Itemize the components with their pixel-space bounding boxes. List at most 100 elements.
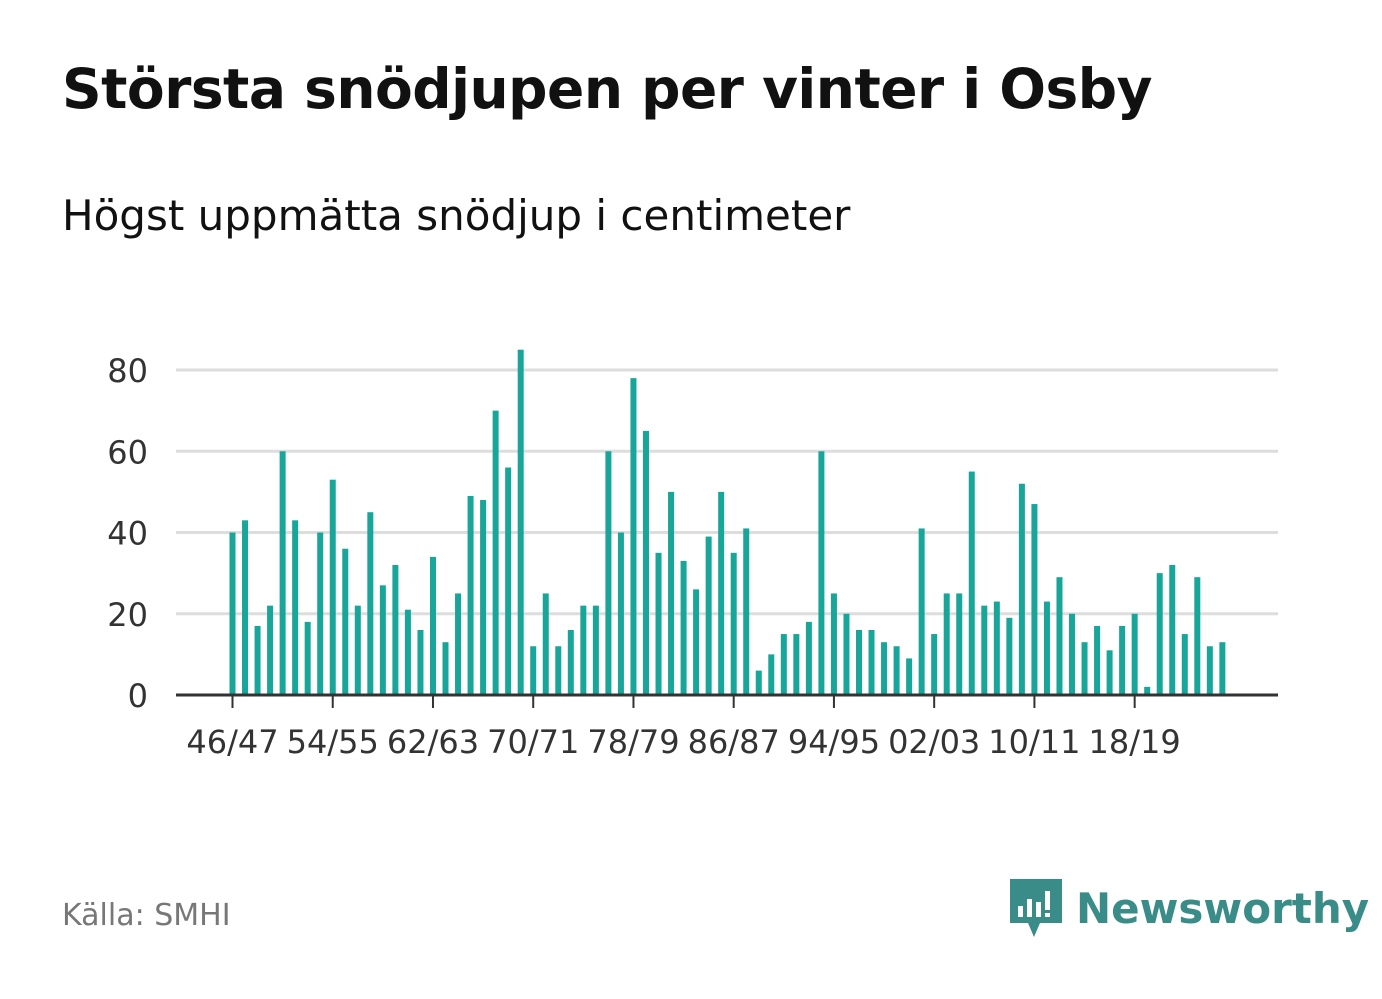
bar-48/49 — [254, 625, 261, 695]
bar-93/94 — [818, 451, 825, 695]
bar-71/72 — [542, 593, 549, 695]
x-tick-label: 94/95 — [788, 723, 880, 761]
bar-49/50 — [267, 605, 274, 696]
bar-21/22 — [1169, 565, 1176, 695]
bar-66/67 — [480, 500, 487, 695]
bar-70/71 — [530, 646, 537, 695]
bar-11/12 — [1043, 601, 1050, 695]
x-tick-label: 54/55 — [287, 723, 379, 761]
bar-51/52 — [292, 520, 299, 695]
bar-18/19 — [1131, 613, 1138, 695]
bar-97/98 — [868, 630, 875, 695]
bar-90/91 — [780, 634, 787, 695]
bar-53/54 — [317, 532, 324, 695]
bar-74/75 — [580, 605, 587, 696]
bar-17/18 — [1119, 625, 1126, 695]
bar-24/25 — [1206, 646, 1213, 695]
x-tick-label: 18/19 — [1089, 723, 1181, 761]
bar-79/80 — [642, 430, 649, 695]
bar-06/07 — [981, 605, 988, 696]
bar-04/05 — [956, 593, 963, 695]
bar-02/03 — [931, 634, 938, 695]
bar-12/13 — [1056, 577, 1063, 695]
bar-55/56 — [342, 548, 349, 695]
bar-62/63 — [429, 556, 436, 696]
chart-title: Största snödjupen per vinter i Osby — [62, 57, 1153, 121]
bar-10/11 — [1031, 504, 1038, 695]
bar-05/06 — [968, 471, 975, 695]
bar-01/02 — [918, 528, 925, 695]
bar-85/86 — [718, 491, 725, 696]
bar-77/78 — [617, 532, 624, 695]
x-tick-label: 10/11 — [988, 723, 1080, 761]
bar-92/93 — [805, 621, 812, 696]
bar-68/69 — [505, 467, 512, 695]
source-note: Källa: SMHI — [62, 898, 231, 933]
bar-73/74 — [567, 630, 574, 695]
bar-72/73 — [555, 646, 562, 695]
bar-07/08 — [993, 601, 1000, 695]
bar-94/95 — [830, 593, 837, 695]
y-tick-label: 80 — [107, 352, 148, 390]
bars — [229, 349, 1226, 696]
bar-14/15 — [1081, 642, 1088, 695]
x-tick-label: 86/87 — [688, 723, 780, 761]
bar-69/70 — [517, 349, 524, 695]
bar-52/53 — [304, 621, 311, 696]
bar-82/83 — [680, 560, 687, 695]
bar-57/58 — [367, 512, 374, 695]
bar-91/92 — [793, 634, 800, 695]
bar-22/23 — [1181, 634, 1188, 695]
bar-67/68 — [492, 410, 499, 696]
x-tick-label: 46/47 — [186, 723, 278, 761]
bar-88/89 — [755, 670, 762, 696]
bar-80/81 — [655, 552, 662, 695]
newsworthy-logo: Newsworthy — [1010, 879, 1369, 939]
y-tick-label: 0 — [128, 677, 148, 715]
y-axis-tick-labels: 0 20 40 60 80 — [107, 352, 148, 715]
bar-23/24 — [1194, 577, 1201, 695]
bar-78/79 — [630, 378, 637, 696]
bar-83/84 — [693, 589, 700, 696]
bar-56/57 — [354, 605, 361, 696]
bar-63/64 — [442, 642, 449, 695]
brand-name: Newsworthy — [1076, 884, 1370, 933]
bar-46/47 — [229, 532, 236, 695]
bar-98/99 — [881, 642, 888, 695]
newsworthy-chart-icon — [1010, 879, 1062, 937]
y-tick-label: 40 — [107, 515, 148, 553]
bar-50/51 — [279, 451, 286, 695]
bar-75/76 — [592, 605, 599, 696]
bar-87/88 — [743, 528, 750, 695]
bar-65/66 — [467, 495, 474, 695]
bar-54/55 — [329, 479, 336, 695]
bar-47/48 — [242, 520, 249, 695]
x-tick-label: 78/79 — [587, 723, 679, 761]
y-tick-label: 20 — [107, 596, 148, 634]
bar-95/96 — [843, 613, 850, 695]
bar-81/82 — [668, 491, 675, 696]
bar-08/09 — [1006, 617, 1013, 695]
bar-64/65 — [455, 593, 462, 695]
bar-15/16 — [1094, 625, 1101, 695]
x-tick-label: 70/71 — [487, 723, 579, 761]
bar-09/10 — [1018, 483, 1025, 695]
y-tick-label: 60 — [107, 433, 148, 471]
x-tick-label: 62/63 — [387, 723, 479, 761]
chart-subtitle: Högst uppmätta snödjup i centimeter — [62, 191, 851, 240]
bar-61/62 — [417, 630, 424, 695]
bar-58/59 — [379, 585, 386, 695]
bar-16/17 — [1106, 650, 1113, 695]
bar-86/87 — [730, 552, 737, 695]
x-tick-label: 02/03 — [888, 723, 980, 761]
bar-60/61 — [404, 609, 411, 695]
bar-76/77 — [605, 451, 612, 695]
bar-89/90 — [768, 654, 775, 696]
gridlines — [176, 368, 1278, 616]
snow-depth-bar-chart: 0 20 40 60 80 46/47 54/55 62/63 70/71 78/79 86/87… — [107, 349, 1278, 761]
bar-20/21 — [1156, 573, 1163, 696]
bar-25/26 — [1219, 642, 1226, 695]
bar-59/60 — [392, 565, 399, 695]
bar-99/00 — [893, 646, 900, 695]
x-axis-ticks: 46/47 54/55 62/63 70/71 78/79 86/87 94/95 02/03… — [186, 695, 1181, 761]
